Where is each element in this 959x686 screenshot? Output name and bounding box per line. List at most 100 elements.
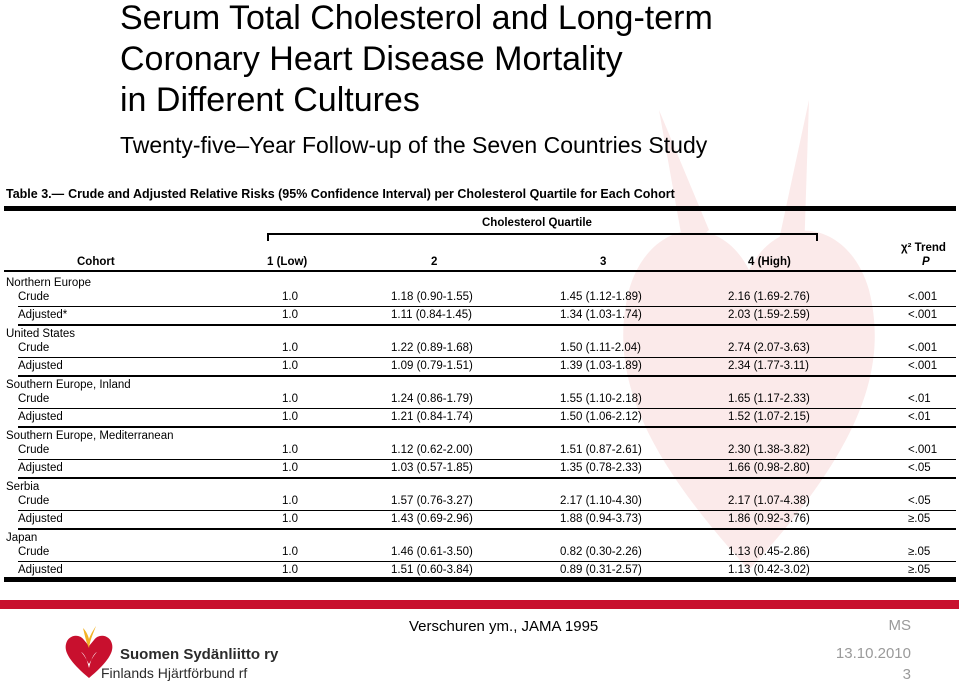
heart-logo-icon [65,626,113,678]
cell-q3: 0.82 (0.30-2.26) [560,546,642,558]
title-line-1: Serum Total Cholesterol and Long-term [120,0,713,37]
cell-q2: 1.51 (0.60-3.84) [391,564,473,576]
row-label: Adjusted [18,564,63,576]
spanner-tick-left [267,233,269,241]
cell-q2: 1.22 (0.89-1.68) [391,342,473,354]
table-caption: Table 3.— Crude and Adjusted Relative Ris… [6,187,675,201]
cell-q4: 2.34 (1.77-3.11) [728,360,809,372]
cell-p: <.01 [908,393,931,405]
cell-q1: 1.0 [282,462,298,474]
row-label: Adjusted* [18,309,68,321]
group-divider [18,375,956,377]
cohort-group-label: Serbia [6,481,40,493]
row-label: Adjusted [18,360,63,372]
row-label: Adjusted [18,462,63,474]
cell-p: ≥.05 [908,513,931,525]
col-header-trend: χ² Trend [901,242,946,254]
page-number: 3 [902,666,911,683]
cell-q1: 1.0 [282,444,298,456]
cell-q3: 1.88 (0.94-3.73) [560,513,642,525]
cell-q4: 1.65 (1.17-2.33) [728,393,810,405]
cell-q2: 1.21 (0.84-1.74) [391,411,473,423]
row-divider [18,561,956,562]
cell-p: <.001 [908,360,938,372]
cell-q2: 1.57 (0.76-3.27) [391,495,473,507]
cell-q3: 1.39 (1.03-1.89) [560,360,642,372]
cell-q1: 1.0 [282,291,298,303]
cell-q3: 1.35 (0.78-2.33) [560,462,642,474]
row-divider [18,459,956,460]
cell-q4: 1.86 (0.92-3.76) [728,513,810,525]
slide-subtitle: Twenty-five–Year Follow-up of the Seven … [120,132,708,158]
cell-q2: 1.43 (0.69-2.96) [391,513,473,525]
col-header-q3: 3 [600,256,607,268]
cell-p: <.01 [908,411,931,423]
cell-q1: 1.0 [282,411,298,423]
cohort-group-label: Southern Europe, Inland [6,379,131,391]
row-divider [18,306,956,307]
cohort-group-label: Northern Europe [6,277,92,289]
row-label: Adjusted [18,513,63,525]
cell-q1: 1.0 [282,495,298,507]
row-divider [18,510,956,511]
col-header-q4: 4 (High) [748,256,791,268]
cell-q3: 1.34 (1.03-1.74) [560,309,642,321]
spanner-header: Cholesterol Quartile [482,217,592,229]
cell-q4: 1.13 (0.45-2.86) [728,546,810,558]
col-header-cohort: Cohort [77,256,115,268]
cell-p: ≥.05 [908,564,931,576]
cell-q3: 1.45 (1.12-1.89) [560,291,642,303]
table-number: Table 3.— [6,187,65,201]
cell-q2: 1.09 (0.79-1.51) [391,360,473,372]
cell-q3: 1.50 (1.06-2.12) [560,411,642,423]
cohort-group-label: United States [6,328,76,340]
author-initials: MS [888,617,912,634]
cell-p: <.001 [908,444,938,456]
cell-q1: 1.0 [282,309,298,321]
cell-q2: 1.18 (0.90-1.55) [391,291,473,303]
spanner-tick-right [816,233,818,241]
title-line-3: in Different Cultures [120,81,420,119]
title-line-2: Coronary Heart Disease Mortality [120,40,623,78]
cell-p: <.001 [908,291,938,303]
cell-p: <.05 [908,495,931,507]
cell-q3: 2.17 (1.10-4.30) [560,495,642,507]
spanner-rule [267,233,818,235]
cell-q3: 0.89 (0.31-2.57) [560,564,642,576]
logo-text-finnish: Suomen Sydänliitto ry [120,646,279,663]
cell-p: <.001 [908,309,938,321]
cell-q1: 1.0 [282,393,298,405]
cell-q4: 2.03 (1.59-2.59) [728,309,810,321]
group-divider [18,324,956,326]
cell-q2: 1.12 (0.62-2.00) [391,444,473,456]
table-bottom-rule [4,577,956,582]
cell-q1: 1.0 [282,513,298,525]
group-divider [18,528,956,530]
cell-q4: 1.66 (0.98-2.80) [728,462,810,474]
col-header-p: P [922,256,930,268]
header-rule [4,270,956,272]
cohort-group-label: Japan [6,532,38,544]
cell-p: ≥.05 [908,546,931,558]
cell-q2: 1.24 (0.86-1.79) [391,393,473,405]
slide-title: Serum Total Cholesterol and Long-term Co… [120,0,713,121]
row-label: Crude [18,342,50,354]
cell-q1: 1.0 [282,360,298,372]
cell-q1: 1.0 [282,546,298,558]
cell-q4: 2.16 (1.69-2.76) [728,291,810,303]
row-label: Crude [18,393,50,405]
cell-q1: 1.0 [282,342,298,354]
cell-q1: 1.0 [282,564,298,576]
footer-red-bar [0,600,959,609]
cell-q4: 2.17 (1.07-4.38) [728,495,810,507]
cell-q2: 1.03 (0.57-1.85) [391,462,473,474]
cell-q3: 1.51 (0.87-2.61) [560,444,642,456]
row-divider [18,408,956,409]
row-divider [18,357,956,358]
table-top-rule [4,206,956,211]
col-header-q1: 1 (Low) [267,256,308,268]
cell-q4: 1.52 (1.07-2.15) [728,411,810,423]
row-label: Crude [18,495,50,507]
cell-q4: 2.74 (2.07-3.63) [728,342,810,354]
slide-date: 13.10.2010 [835,645,911,662]
